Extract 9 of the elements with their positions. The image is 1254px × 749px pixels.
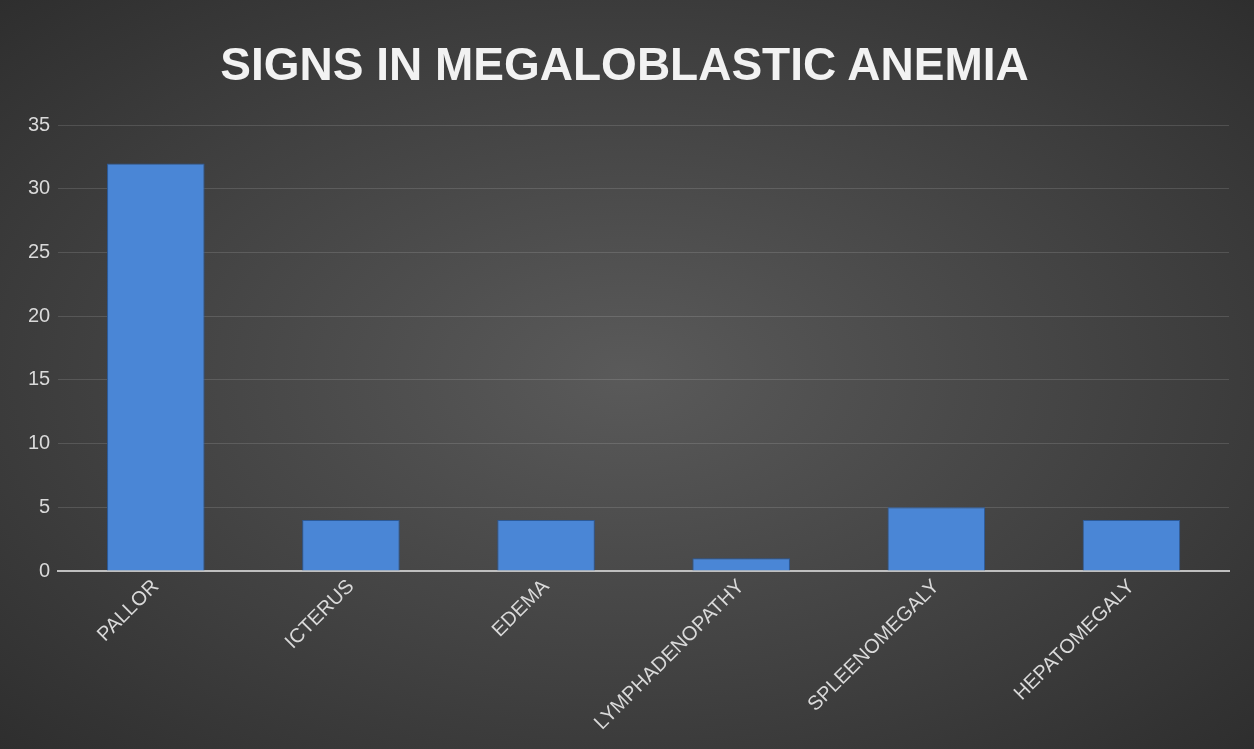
y-tick-label: 0 [39, 558, 51, 581]
y-tick-label: 15 [28, 367, 51, 390]
y-tick-label: 35 [28, 112, 51, 135]
chart-title: SIGNS IN MEGALOBLASTIC ANEMIA [220, 38, 1029, 91]
y-tick-label: 20 [28, 303, 51, 326]
y-tick-label: 25 [28, 240, 51, 263]
y-tick-label: 10 [28, 431, 51, 454]
y-tick-label: 5 [39, 494, 51, 517]
y-tick-label: 30 [28, 176, 51, 199]
